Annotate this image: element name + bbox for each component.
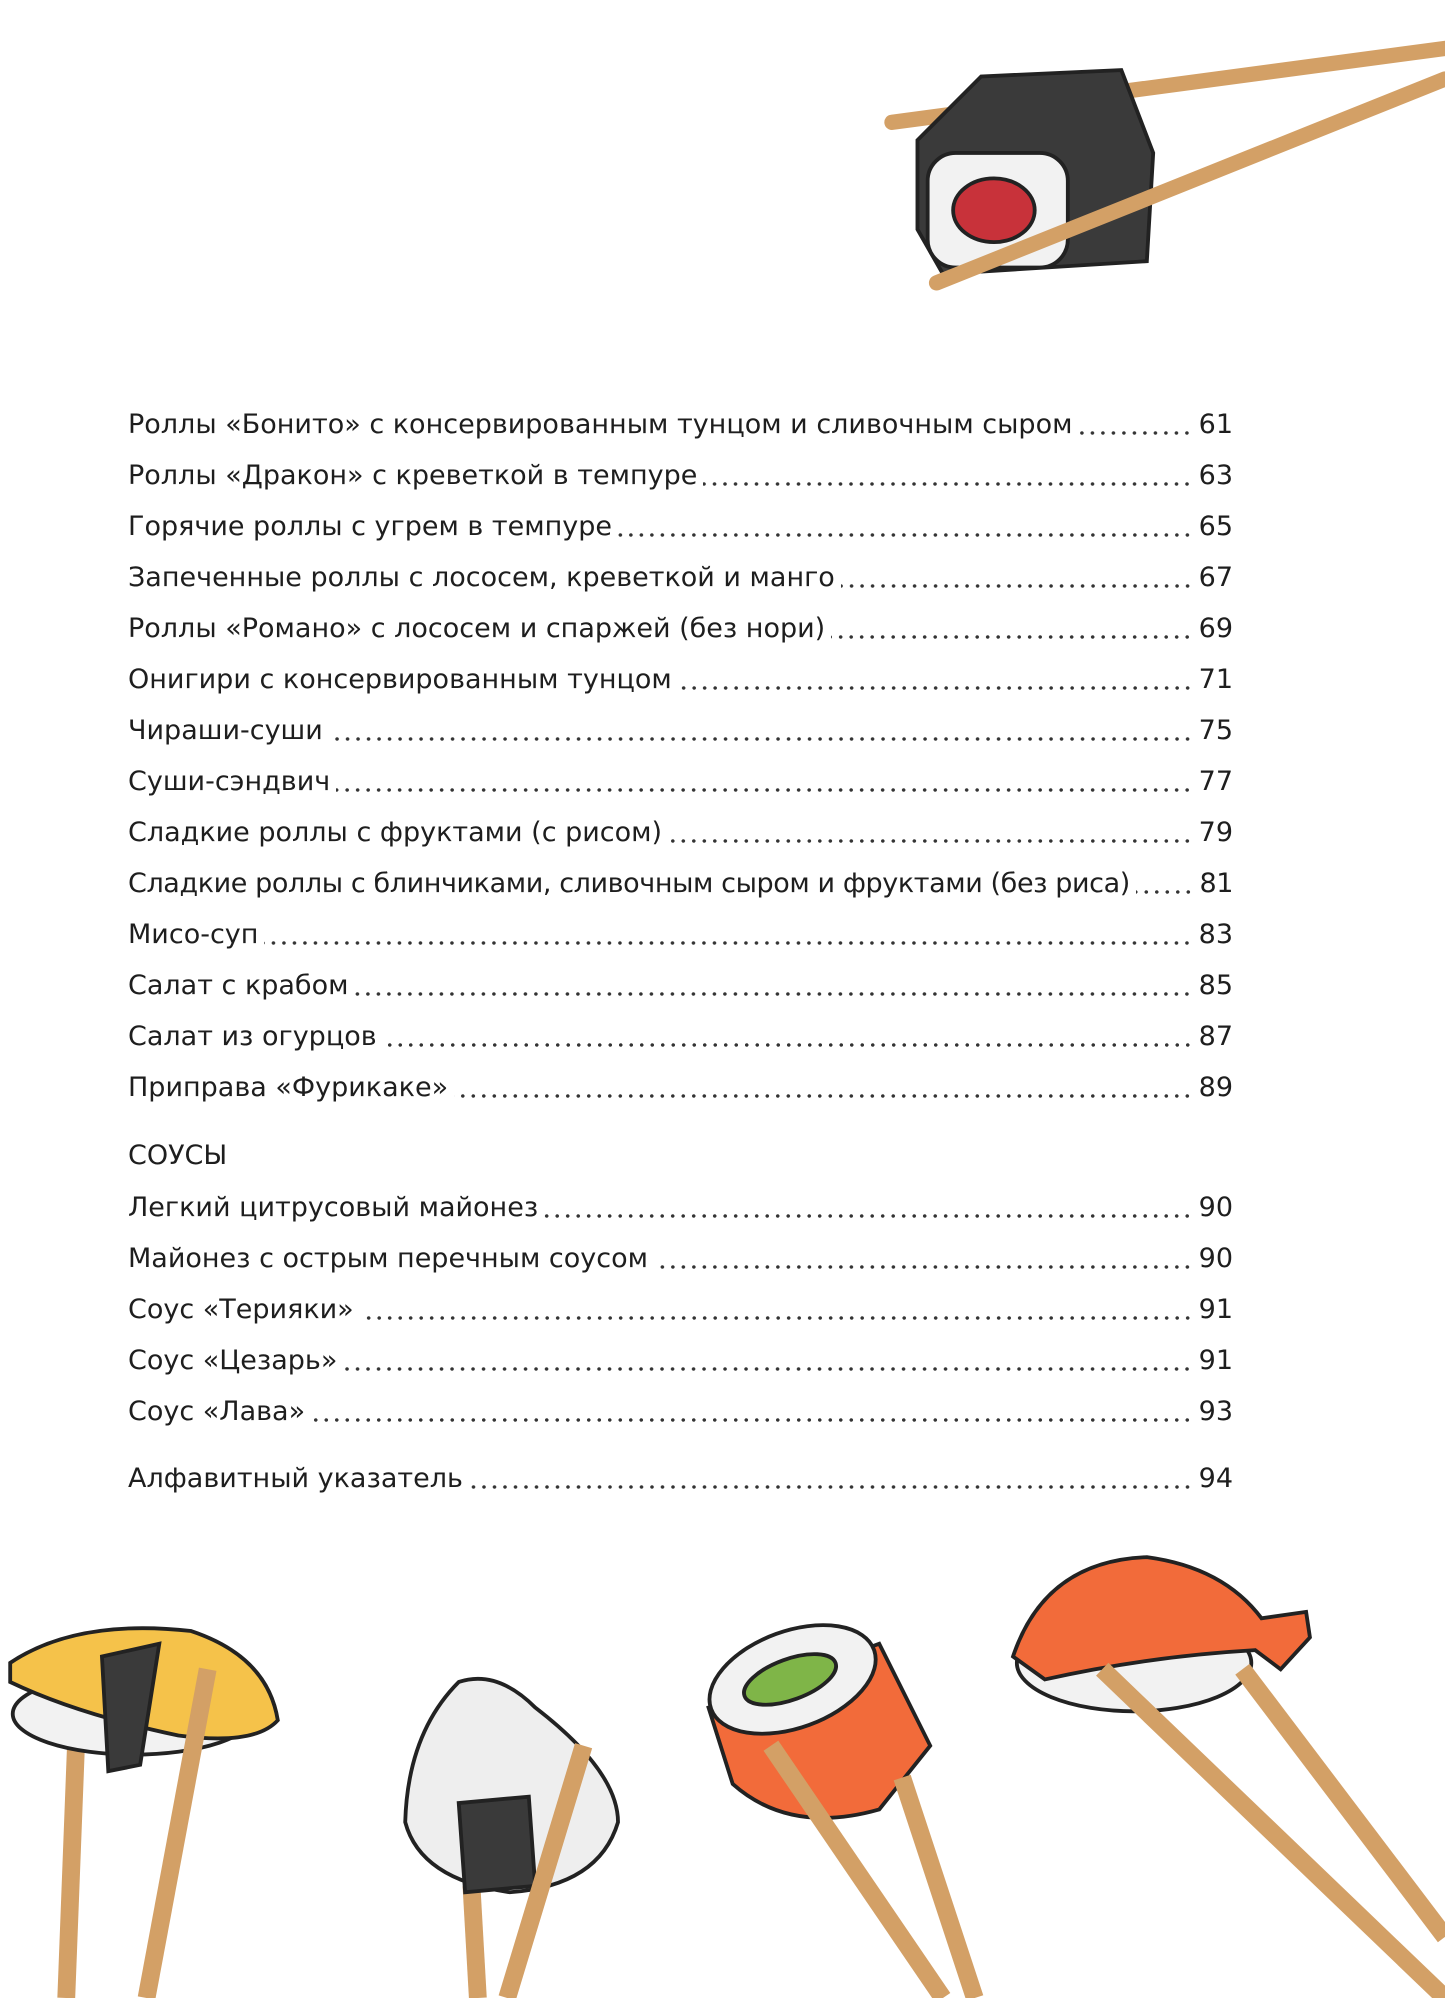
page-number: 71 [1198, 664, 1233, 695]
page-number: 90 [1198, 1192, 1233, 1223]
toc-entry[interactable]: Роллы «Бонито» с консервированным тунцом… [128, 405, 1233, 445]
page-number: 94 [1198, 1463, 1233, 1494]
dot-leader [654, 1265, 1193, 1269]
page-number: 90 [1198, 1243, 1233, 1274]
sauces-heading: СОУСЫ [128, 1140, 228, 1171]
dot-leader [454, 1094, 1193, 1098]
entry-title: Роллы «Бонито» с консервированным тунцом… [128, 409, 1073, 440]
entry-title: Суши-сэндвич [128, 766, 331, 797]
dot-leader [668, 839, 1193, 843]
toc-entry[interactable]: Приправа «Фурикаке» 89 [128, 1068, 1233, 1108]
toc-entry[interactable]: Сладкие роллы с фруктами (с рисом) 79 [128, 813, 1233, 853]
toc-entry[interactable]: Легкий цитрусовый майонез 90 [128, 1188, 1233, 1228]
page-number: 91 [1198, 1345, 1233, 1376]
page-number: 75 [1198, 715, 1233, 746]
page-number: 67 [1198, 562, 1233, 593]
dot-leader [1135, 890, 1194, 894]
entry-title: Чираши-суши [128, 715, 323, 746]
entry-title: Легкий цитрусовый майонез [128, 1192, 539, 1223]
entry-title: Майонез с острым перечным соусом [128, 1243, 649, 1274]
toc-entry[interactable]: Онигири с консервированным тунцом 71 [128, 660, 1233, 700]
toc-entry[interactable]: Мисо-суп 83 [128, 915, 1233, 955]
dot-leader [359, 1316, 1193, 1320]
entry-title: Запеченные роллы с лососем, креветкой и … [128, 562, 835, 593]
dot-leader [840, 584, 1193, 588]
dot-leader [382, 1043, 1193, 1047]
page-number: 93 [1198, 1396, 1233, 1427]
top-maki-roll-illustration [884, 40, 1445, 291]
entry-title: Алфавитный указатель [128, 1463, 463, 1494]
onigiri-illustration [403, 1677, 620, 1998]
entry-title: Горячие роллы с угрем в темпуре [128, 511, 613, 542]
page-number: 63 [1198, 460, 1233, 491]
entry-title: Салат с крабом [128, 970, 349, 1001]
toc-entry[interactable]: Салат с крабом 85 [128, 966, 1233, 1006]
dot-leader [328, 737, 1193, 741]
salmon-maki-roll-illustration [706, 1623, 984, 1998]
entry-title: Онигири с консервированным тунцом [128, 664, 672, 695]
dot-leader [831, 635, 1193, 639]
toc-entry[interactable]: Салат из огурцов 87 [128, 1017, 1233, 1057]
entry-title: Роллы «Романо» с лососем и спаржей (без … [128, 613, 826, 644]
entry-title: Соус «Лава» [128, 1396, 306, 1427]
dot-leader [264, 941, 1193, 945]
dot-leader [677, 686, 1193, 690]
toc-entry[interactable]: Горячие роллы с угрем в темпуре 65 [128, 507, 1233, 547]
dot-leader [468, 1485, 1193, 1489]
dot-leader [618, 533, 1193, 537]
page-number: 79 [1198, 817, 1233, 848]
entry-title: Соус «Цезарь» [128, 1345, 338, 1376]
toc-entry[interactable]: Соус «Терияки» 91 [128, 1290, 1233, 1330]
toc-entry[interactable]: Суши-сэндвич 77 [128, 762, 1233, 802]
entry-title: Роллы «Дракон» с креветкой в темпуре [128, 460, 698, 491]
toc-entry[interactable]: Запеченные роллы с лососем, креветкой и … [128, 558, 1233, 598]
page-number: 89 [1198, 1072, 1233, 1103]
toc-entry[interactable]: Роллы «Романо» с лососем и спаржей (без … [128, 609, 1233, 649]
page-number: 69 [1198, 613, 1233, 644]
dot-leader [1078, 431, 1193, 435]
entry-title: Соус «Терияки» [128, 1294, 354, 1325]
toc-entry[interactable]: Роллы «Дракон» с креветкой в темпуре 63 [128, 456, 1233, 496]
toc-entry[interactable]: Чираши-суши 75 [128, 711, 1233, 751]
toc-entry-index[interactable]: Алфавитный указатель 94 [128, 1459, 1233, 1499]
shrimp-nigiri-illustration [1010, 1555, 1445, 1998]
dot-leader [544, 1214, 1193, 1218]
page-number: 61 [1198, 409, 1233, 440]
toc-entry[interactable]: Майонез с острым перечным соусом 90 [128, 1239, 1233, 1279]
tamago-nigiri-illustration [8, 1626, 280, 1998]
entry-title: Салат из огурцов [128, 1021, 377, 1052]
page-number: 91 [1198, 1294, 1233, 1325]
toc-entry[interactable]: Сладкие роллы с блинчиками, сливочным сы… [128, 864, 1233, 904]
entry-title: Мисо-суп [128, 919, 259, 950]
page-number: 65 [1198, 511, 1233, 542]
page-number: 83 [1198, 919, 1233, 950]
entry-title: Сладкие роллы с фруктами (с рисом) [128, 817, 663, 848]
entry-title: Приправа «Фурикаке» [128, 1072, 449, 1103]
toc-entry[interactable]: Соус «Лава» 93 [128, 1392, 1233, 1432]
toc-entry[interactable]: Соус «Цезарь» 91 [128, 1341, 1233, 1381]
page-number: 81 [1199, 868, 1233, 899]
page-number: 87 [1198, 1021, 1233, 1052]
dot-leader [343, 1367, 1193, 1371]
dot-leader [354, 992, 1193, 996]
dot-leader [336, 788, 1193, 792]
page-number: 77 [1198, 766, 1233, 797]
dot-leader [311, 1418, 1193, 1422]
dot-leader [703, 482, 1193, 486]
entry-title: Сладкие роллы с блинчиками, сливочным сы… [128, 868, 1130, 899]
page-number: 85 [1198, 970, 1233, 1001]
